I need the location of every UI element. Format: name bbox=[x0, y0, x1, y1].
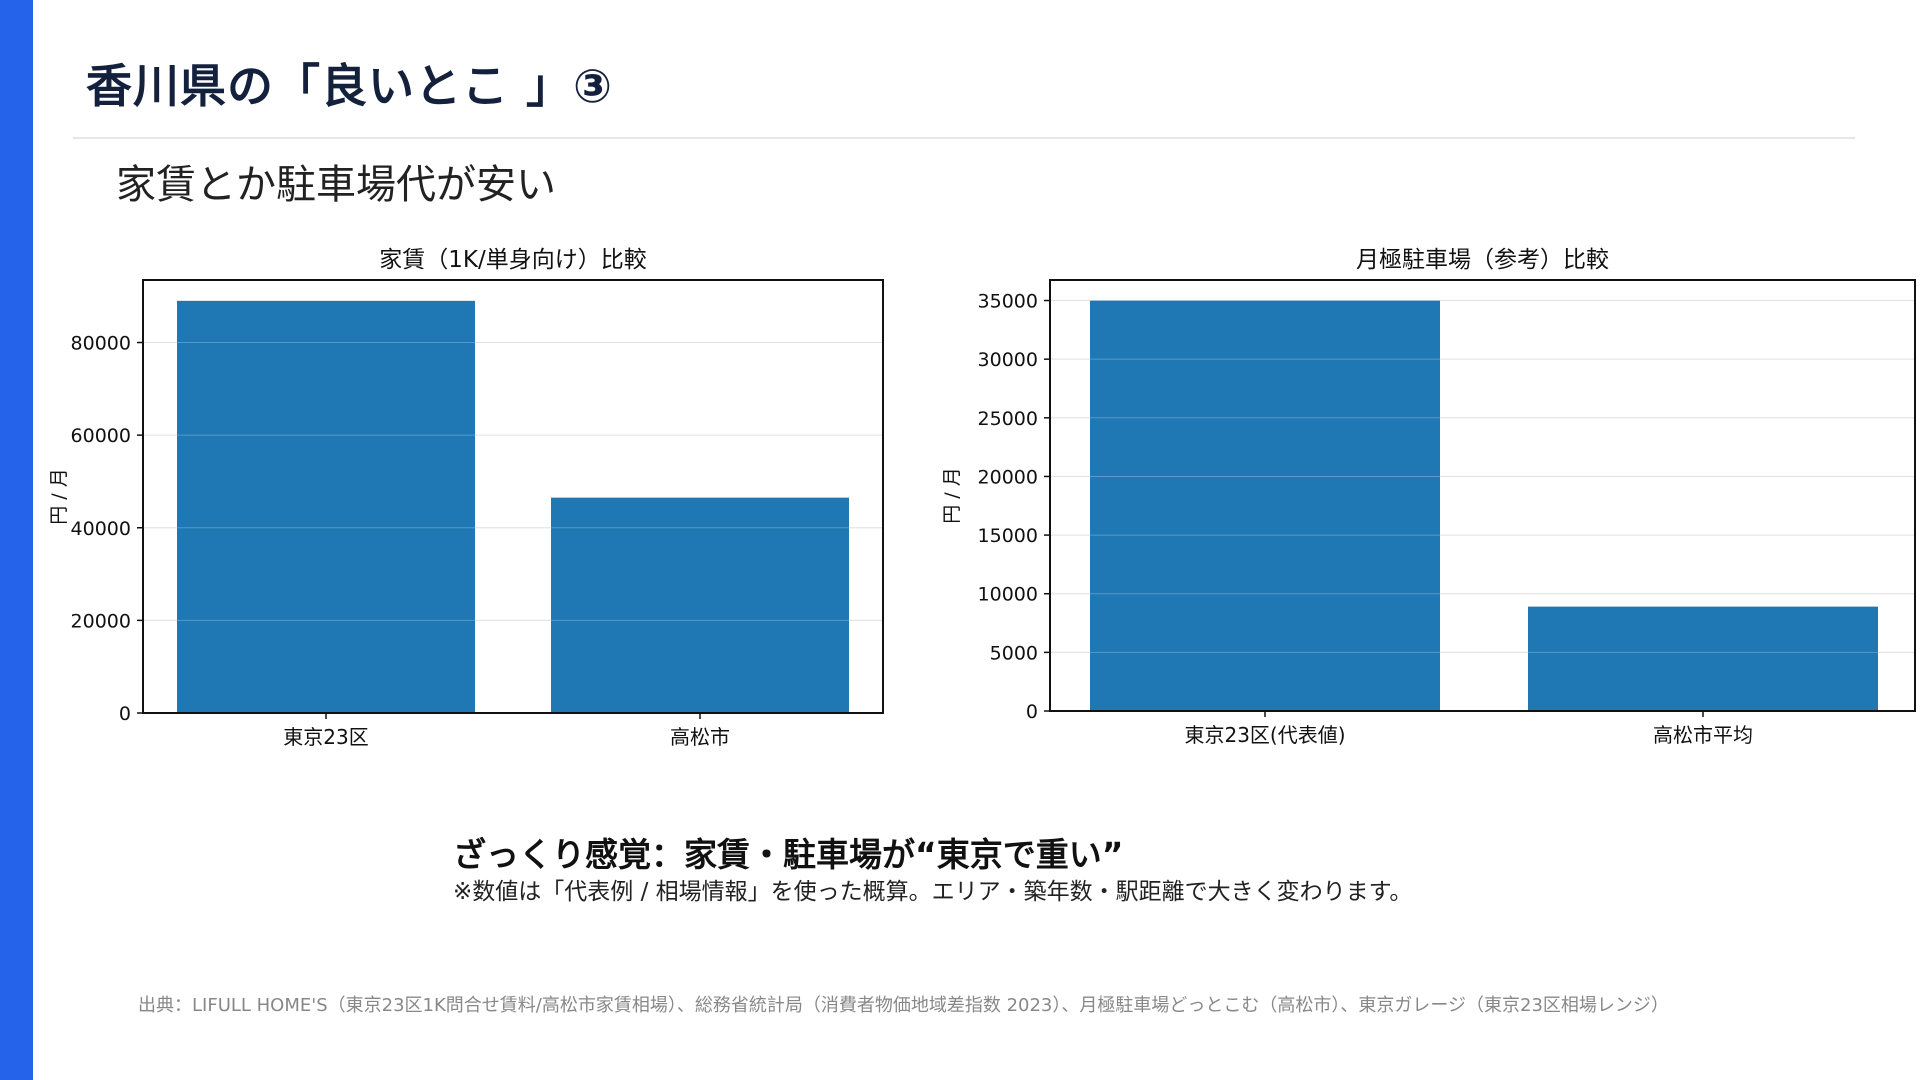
x-tick-label: 東京23区 bbox=[283, 725, 368, 749]
y-tick-label: 5000 bbox=[990, 642, 1038, 664]
plot-frame bbox=[1049, 279, 1916, 712]
bar bbox=[177, 300, 475, 713]
y-tick-label: 40000 bbox=[71, 518, 131, 540]
accent-bar bbox=[0, 0, 33, 1080]
y-tick-label: 30000 bbox=[978, 349, 1038, 371]
y-tick-label: 80000 bbox=[71, 333, 131, 355]
y-tick-label: 25000 bbox=[978, 408, 1038, 430]
source-citation: 出典：LIFULL HOME'S（東京23区1K問合せ賃料/高松市家賃相場）、総… bbox=[138, 995, 1669, 1016]
y-tick-label: 10000 bbox=[978, 584, 1038, 606]
title-divider bbox=[73, 137, 1855, 139]
y-axis-label: 円 / 月 bbox=[48, 468, 70, 524]
y-tick-label: 60000 bbox=[71, 425, 131, 447]
parking-chart: 月極駐車場（参考）比較 0 5000 10000 15000 20000 25000 3000… bbox=[941, 247, 1916, 747]
page-title: 香川県の「良いとこ 」③ bbox=[86, 59, 613, 113]
chart-title: 月極駐車場（参考）比較 bbox=[1356, 247, 1609, 273]
rent-chart: 家賃（1K/単身向け）比較 0 20000 40000 60000 80000 東京23区 高… bbox=[48, 247, 884, 749]
y-axis-label: 円 / 月 bbox=[941, 467, 963, 523]
summary-text: ざっくり感覚：家賃・駐車場が“東京で重い” bbox=[453, 835, 1124, 874]
plot-frame bbox=[142, 279, 884, 714]
summary-note: ※数値は「代表例 / 相場情報」を使った概算。エリア・築年数・駅距離で大きく変わ… bbox=[453, 879, 1413, 905]
bar bbox=[551, 497, 849, 713]
bar bbox=[1090, 300, 1440, 711]
x-tick-label: 東京23区(代表値) bbox=[1184, 723, 1345, 747]
page-subtitle: 家賃とか駐車場代が安い bbox=[116, 162, 556, 208]
y-tick-label: 0 bbox=[1026, 701, 1038, 723]
x-tick-label: 高松市平均 bbox=[1653, 723, 1753, 747]
bar bbox=[1528, 606, 1878, 711]
x-tick-label: 高松市 bbox=[670, 725, 730, 749]
y-tick-label: 15000 bbox=[978, 525, 1038, 547]
y-tick-label: 20000 bbox=[71, 610, 131, 632]
chart-title: 家賃（1K/単身向け）比較 bbox=[379, 247, 646, 273]
y-tick-label: 0 bbox=[119, 703, 131, 725]
y-tick-label: 20000 bbox=[978, 466, 1038, 488]
y-tick-label: 35000 bbox=[978, 291, 1038, 313]
